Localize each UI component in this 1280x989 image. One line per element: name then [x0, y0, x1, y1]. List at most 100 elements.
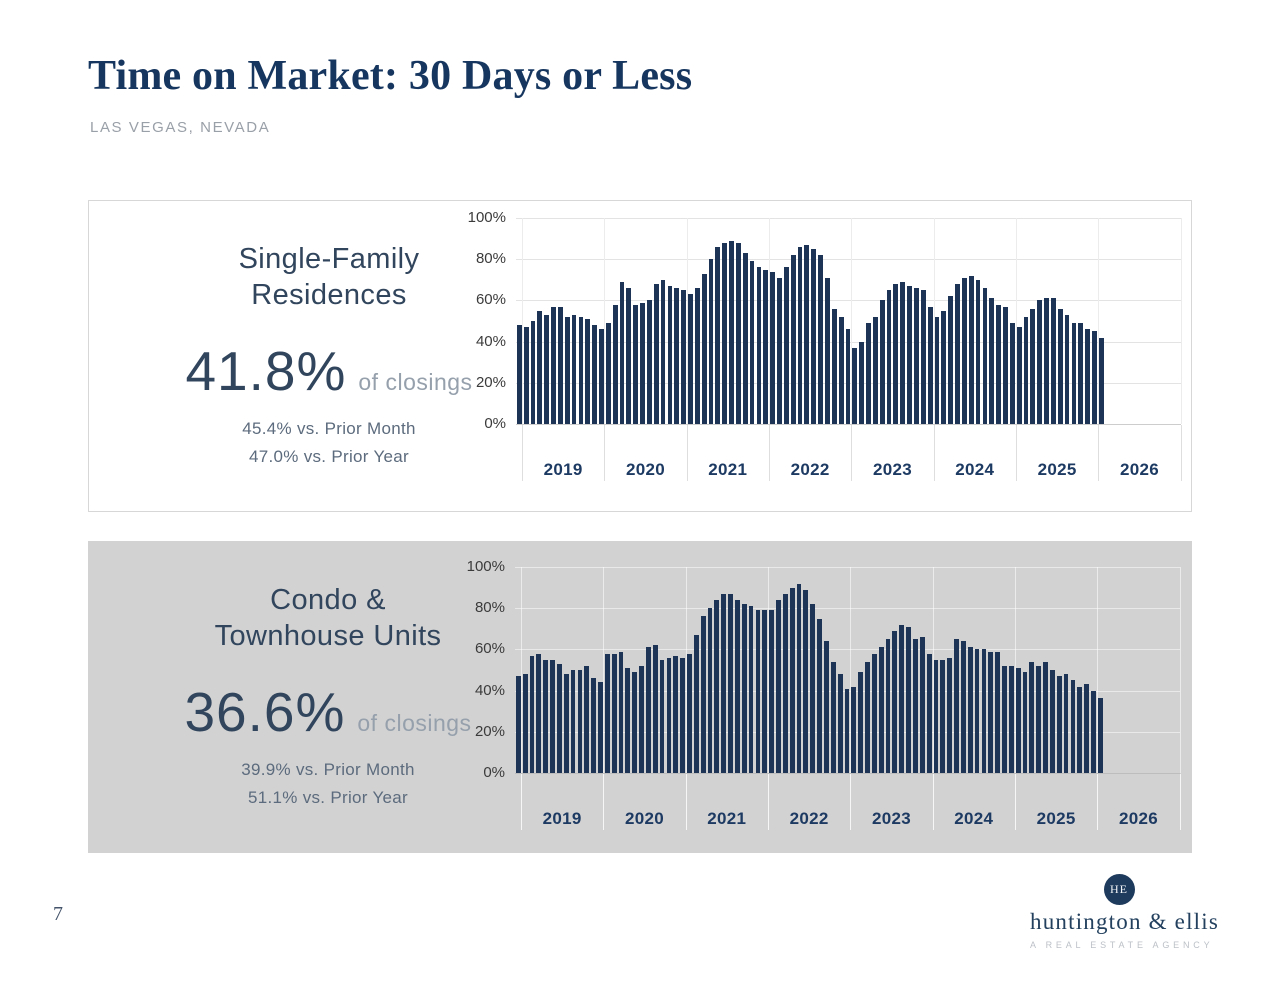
- month-bar: [530, 321, 536, 424]
- month-bar: [735, 600, 740, 773]
- month-bar: [996, 304, 1001, 424]
- year-separator-line: [850, 567, 852, 773]
- year-separator-line: [1180, 218, 1182, 424]
- month-bar: [619, 281, 625, 424]
- month-bar: [1071, 323, 1077, 424]
- prior-year-text: 47.0% vs. Prior Year: [248, 447, 410, 466]
- year-separator-line: [1015, 567, 1016, 773]
- month-bar: [871, 653, 877, 773]
- axis-tick-line: [850, 774, 852, 830]
- month-bar: [900, 281, 906, 424]
- month-bar: [851, 686, 857, 773]
- month-bar: [934, 316, 940, 424]
- x-axis-year-label: 2025: [1037, 460, 1077, 479]
- x-axis-year-label: 2019: [543, 460, 583, 479]
- month-bar: [742, 253, 748, 424]
- month-bar: [625, 667, 631, 773]
- month-bar: [797, 246, 803, 424]
- month-bar: [960, 641, 966, 773]
- month-bar: [995, 651, 1000, 773]
- month-bar: [756, 267, 762, 424]
- x-axis-year-label: 2019: [542, 809, 582, 828]
- gridline: [516, 424, 1181, 425]
- month-bar: [955, 283, 960, 424]
- month-bar: [604, 653, 610, 773]
- month-bar: [666, 657, 672, 773]
- month-bar: [741, 604, 747, 773]
- gridline: [516, 259, 1181, 261]
- y-axis-tick-label: 100%: [466, 558, 505, 575]
- month-bar: [974, 649, 980, 773]
- month-bar: [790, 255, 796, 424]
- axis-tick-line: [603, 774, 605, 830]
- month-bar: [1077, 686, 1083, 773]
- month-bar: [919, 637, 925, 773]
- gridline: [515, 608, 1180, 610]
- month-bar: [571, 314, 577, 424]
- month-bar: [626, 288, 632, 424]
- month-bar: [1084, 684, 1089, 773]
- x-axis-year-label: 2024: [955, 460, 995, 479]
- month-bar: [782, 593, 788, 773]
- month-bar: [1097, 697, 1103, 773]
- month-bar: [516, 325, 522, 424]
- month-bar: [633, 304, 639, 424]
- month-bar: [954, 639, 959, 773]
- page-subtitle: LAS VEGAS, NEVADA: [90, 119, 271, 136]
- condo-townhouse-panel: Condo & Townhouse Units 36.6% of closing…: [88, 541, 1192, 853]
- prior-month-text: 39.9% vs. Prior Month: [241, 760, 415, 779]
- axis-tick-line: [769, 425, 770, 481]
- month-bar: [769, 610, 775, 773]
- month-bar: [523, 327, 529, 424]
- year-separator-line: [522, 218, 523, 424]
- x-axis-year-label: 2021: [708, 460, 748, 479]
- month-bar: [612, 304, 618, 424]
- prior-year-text: 51.1% vs. Prior Year: [247, 788, 409, 807]
- month-bar: [947, 657, 953, 773]
- month-bar: [598, 682, 603, 773]
- month-bar: [592, 325, 598, 424]
- month-bar: [811, 248, 817, 424]
- y-axis-tick-label: 100%: [467, 209, 506, 226]
- axis-tick-line: [522, 425, 523, 481]
- month-bar: [693, 635, 699, 773]
- month-bar: [618, 651, 624, 773]
- month-bar: [783, 267, 789, 424]
- single-family-info: Single-Family Residences 41.8% of closin…: [119, 241, 539, 467]
- y-axis-tick-label: 20%: [475, 373, 506, 391]
- month-bar: [1064, 314, 1070, 424]
- month-bar: [1043, 661, 1048, 773]
- month-bar: [844, 688, 850, 773]
- month-bar: [899, 624, 905, 773]
- axis-tick-line: [1016, 425, 1017, 481]
- month-bar: [1044, 298, 1049, 424]
- stat-row: 36.6% of closings: [118, 680, 538, 744]
- month-bar: [585, 318, 591, 424]
- month-bar: [1078, 323, 1084, 424]
- year-separator-line: [1098, 218, 1100, 424]
- month-bar: [659, 659, 665, 773]
- panel-heading: Single-Family Residences: [119, 241, 539, 313]
- axis-tick-line: [521, 774, 522, 830]
- axis-tick-line: [686, 425, 688, 481]
- month-bar: [975, 279, 981, 424]
- month-bar: [859, 341, 865, 424]
- gridline: [515, 567, 1180, 568]
- axis-tick-line: [768, 774, 769, 830]
- month-bar: [1002, 665, 1007, 773]
- month-bar: [968, 275, 974, 424]
- year-separator-line: [521, 567, 522, 773]
- month-bar: [550, 659, 555, 773]
- month-bar: [611, 653, 617, 773]
- month-bar: [667, 286, 673, 424]
- month-bar: [789, 587, 795, 773]
- year-separator-line: [604, 218, 606, 424]
- month-bar: [722, 242, 728, 424]
- month-bar: [522, 674, 528, 773]
- chart-plot-area: [515, 567, 1181, 774]
- month-bar: [584, 665, 590, 773]
- month-bar: [770, 271, 776, 424]
- month-bar: [777, 277, 782, 424]
- y-axis-tick-label: 80%: [474, 599, 505, 617]
